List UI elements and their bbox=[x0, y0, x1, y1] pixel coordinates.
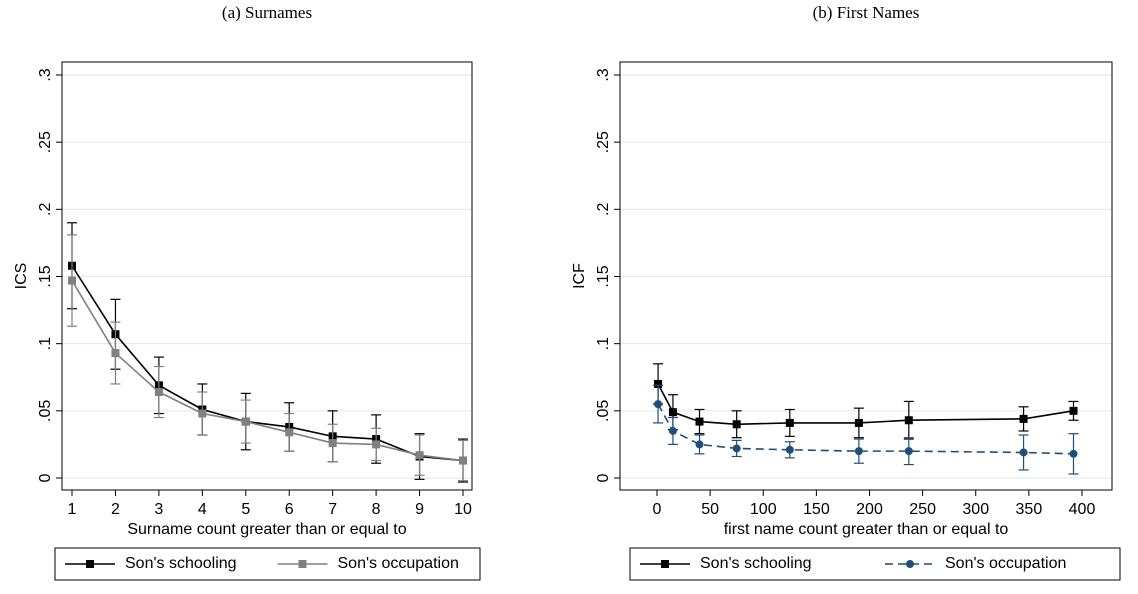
x-tick-label: 3 bbox=[154, 501, 163, 518]
series-line bbox=[71, 265, 464, 462]
y-tick-label: 0 bbox=[595, 473, 612, 482]
y-tick-label: .15 bbox=[595, 265, 612, 287]
point-marker bbox=[1069, 406, 1078, 415]
point-marker bbox=[1069, 449, 1078, 458]
y-tick-label: .15 bbox=[37, 265, 54, 287]
y-tick-label: .25 bbox=[595, 131, 612, 153]
x-tick-label: 4 bbox=[198, 501, 207, 518]
y-tick-label: .2 bbox=[37, 203, 54, 216]
legend-label: Son's occupation bbox=[338, 555, 459, 572]
legend-marker bbox=[86, 560, 94, 568]
point-marker bbox=[198, 409, 207, 418]
point-marker bbox=[415, 451, 424, 460]
x-tick-label: 2 bbox=[111, 501, 120, 518]
y-tick-label: .3 bbox=[595, 68, 612, 81]
y-tick-label: 0 bbox=[37, 473, 54, 482]
x-tick-label: 150 bbox=[803, 501, 830, 518]
point-marker bbox=[854, 418, 863, 427]
x-tick-label: 100 bbox=[750, 501, 777, 518]
point-marker bbox=[654, 379, 663, 388]
legend-box bbox=[629, 547, 1121, 581]
legend-label: Son's schooling bbox=[125, 555, 237, 572]
point-marker bbox=[695, 440, 704, 449]
series-line bbox=[71, 280, 464, 462]
x-tick-label: 200 bbox=[856, 501, 883, 518]
x-tick-label: 9 bbox=[415, 501, 424, 518]
x-tick-label: 6 bbox=[285, 501, 294, 518]
x-tick-label: 50 bbox=[701, 501, 719, 518]
x-tick-label: 250 bbox=[909, 501, 936, 518]
point-marker bbox=[111, 349, 120, 358]
x-tick-label: 7 bbox=[328, 501, 337, 518]
legend-marker bbox=[906, 560, 914, 568]
point-marker bbox=[785, 418, 794, 427]
panel-title: (a) Surnames bbox=[222, 3, 312, 22]
y-axis-title: ICF bbox=[571, 263, 588, 289]
series-line bbox=[657, 403, 1074, 455]
x-tick-label: 300 bbox=[962, 501, 989, 518]
y-axis-title: ICS bbox=[13, 263, 30, 290]
point-marker bbox=[328, 439, 337, 448]
legend-marker bbox=[661, 560, 669, 568]
point-marker bbox=[154, 388, 163, 397]
point-marker bbox=[668, 408, 677, 417]
y-tick-label: .1 bbox=[595, 337, 612, 350]
point-marker bbox=[241, 417, 250, 426]
x-tick-label: 5 bbox=[241, 501, 250, 518]
series bbox=[653, 363, 1079, 440]
plot-frame bbox=[61, 61, 473, 491]
y-tick-label: .3 bbox=[37, 68, 54, 81]
point-marker bbox=[285, 428, 294, 437]
legend-label: Son's schooling bbox=[700, 555, 812, 572]
point-marker bbox=[732, 444, 741, 453]
legend-label: Son's occupation bbox=[945, 555, 1066, 572]
series-line bbox=[657, 383, 1074, 426]
point-marker bbox=[668, 426, 677, 435]
point-marker bbox=[854, 447, 863, 456]
y-tick-label: .05 bbox=[595, 400, 612, 422]
point-marker bbox=[654, 400, 663, 409]
x-tick-label: 10 bbox=[454, 501, 472, 518]
x-tick-label: 400 bbox=[1069, 501, 1096, 518]
series bbox=[67, 222, 468, 483]
x-axis-title: Surname count greater than or equal to bbox=[127, 521, 406, 538]
point-marker bbox=[904, 416, 913, 425]
x-axis-title: first name count greater than or equal t… bbox=[724, 521, 1009, 538]
y-tick-label: .2 bbox=[595, 203, 612, 216]
point-marker bbox=[695, 417, 704, 426]
legend-box bbox=[54, 547, 481, 581]
point-marker bbox=[732, 420, 741, 429]
x-tick-label: 0 bbox=[653, 501, 662, 518]
point-marker bbox=[1019, 448, 1028, 457]
y-tick-label: .05 bbox=[37, 400, 54, 422]
y-tick-label: .25 bbox=[37, 131, 54, 153]
point-marker bbox=[904, 447, 913, 456]
y-tick-label: .1 bbox=[37, 337, 54, 350]
x-tick-label: 350 bbox=[1016, 501, 1043, 518]
point-marker bbox=[1019, 414, 1028, 423]
point-marker bbox=[459, 456, 467, 465]
panel-title: (b) First Names bbox=[813, 3, 920, 22]
plot-frame bbox=[619, 61, 1113, 491]
series bbox=[653, 384, 1079, 475]
x-tick-label: 1 bbox=[68, 501, 77, 518]
point-marker bbox=[372, 440, 381, 449]
x-tick-label: 8 bbox=[372, 501, 381, 518]
legend-marker bbox=[298, 560, 307, 568]
point-marker bbox=[785, 445, 794, 454]
series bbox=[67, 234, 468, 482]
point-marker bbox=[68, 276, 76, 285]
